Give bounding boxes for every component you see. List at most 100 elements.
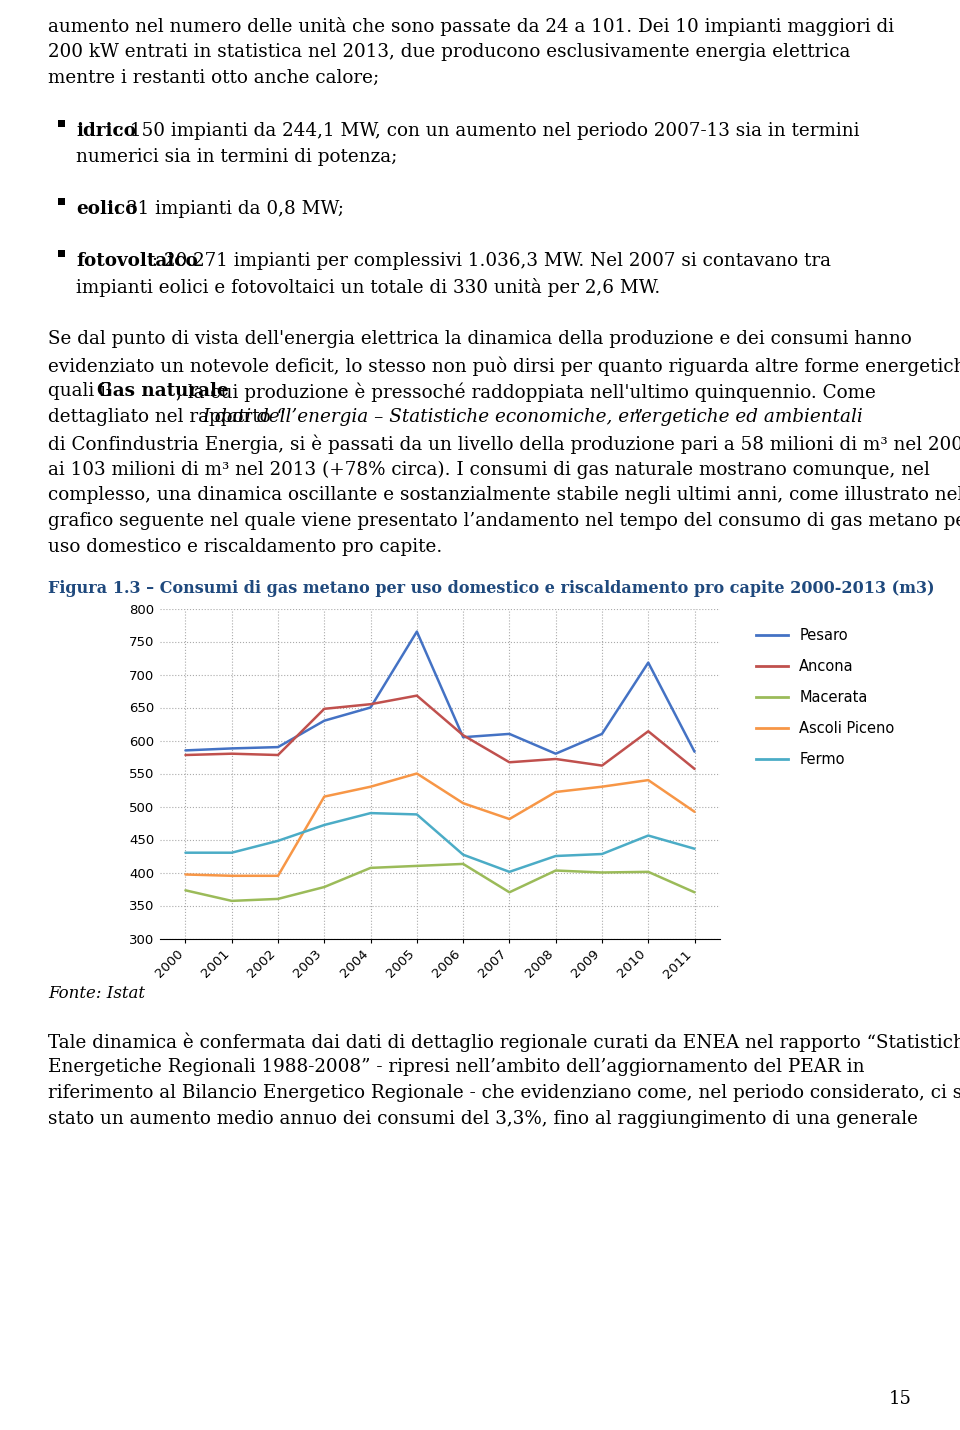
Text: dettagliato nel rapporto “: dettagliato nel rapporto “ — [48, 409, 286, 426]
Macerata — [273, 891, 284, 908]
Text: , la cui produzione è pressoché raddoppiata nell'ultimo quinquennio. Come: , la cui produzione è pressoché raddoppi… — [176, 382, 876, 402]
Fermo — [550, 848, 562, 865]
Pesaro — [180, 742, 191, 759]
Text: complesso, una dinamica oscillante e sostanzialmente stabile negli ultimi anni, : complesso, una dinamica oscillante e sos… — [48, 486, 960, 505]
Text: evidenziato un notevole deficit, lo stesso non può dirsi per quanto riguarda alt: evidenziato un notevole deficit, lo stes… — [48, 356, 960, 376]
Text: Gas naturale: Gas naturale — [97, 382, 228, 400]
Pesaro — [226, 739, 237, 756]
Fermo — [504, 864, 516, 881]
Text: di Confindustria Energia, si è passati da un livello della produzione pari a 58 : di Confindustria Energia, si è passati d… — [48, 435, 960, 453]
Fermo — [596, 845, 608, 862]
Pesaro — [319, 712, 330, 729]
Text: Tale dinamica è confermata dai dati di dettaglio regionale curati da ENEA nel ra: Tale dinamica è confermata dai dati di d… — [48, 1032, 960, 1051]
Macerata — [596, 864, 608, 881]
Ascoli Piceno — [688, 804, 700, 821]
Text: ”: ” — [634, 409, 643, 426]
Pesaro — [273, 738, 284, 755]
Text: : 20.271 impianti per complessivi 1.036,3 MW. Nel 2007 si contavano tra: : 20.271 impianti per complessivi 1.036,… — [152, 252, 831, 270]
Line: Macerata: Macerata — [185, 864, 694, 901]
Ascoli Piceno — [504, 811, 516, 828]
Ascoli Piceno — [457, 795, 468, 812]
Ancona — [365, 695, 376, 712]
Fermo — [411, 807, 422, 824]
Text: quali il: quali il — [48, 382, 118, 400]
Bar — [58, 120, 65, 127]
Text: Energetiche Regionali 1988-2008” - ripresi nell’ambito dell’aggiornamento del PE: Energetiche Regionali 1988-2008” - ripre… — [48, 1058, 865, 1077]
Fermo — [642, 827, 654, 844]
Pesaro — [365, 699, 376, 716]
Text: Figura 1.3 – Consumi di gas metano per uso domestico e riscaldamento pro capite : Figura 1.3 – Consumi di gas metano per u… — [48, 581, 934, 596]
Ascoli Piceno — [226, 867, 237, 884]
Text: riferimento al Bilancio Energetico Regionale - che evidenziano come, nel periodo: riferimento al Bilancio Energetico Regio… — [48, 1084, 960, 1103]
Text: Se dal punto di vista dell'energia elettrica la dinamica della produzione e dei : Se dal punto di vista dell'energia elett… — [48, 330, 912, 349]
Macerata — [411, 858, 422, 875]
Text: grafico seguente nel quale viene presentato l’andamento nel tempo del consumo di: grafico seguente nel quale viene present… — [48, 512, 960, 531]
Ancona — [411, 686, 422, 704]
Fermo — [273, 832, 284, 849]
Fermo — [226, 844, 237, 861]
Macerata — [504, 884, 516, 901]
Macerata — [365, 859, 376, 877]
Pesaro — [596, 725, 608, 742]
Text: 200 kW entrati in statistica nel 2013, due producono esclusivamente energia elet: 200 kW entrati in statistica nel 2013, d… — [48, 43, 851, 61]
Fermo — [319, 817, 330, 834]
Text: stato un aumento medio annuo dei consumi del 3,3%, fino al raggiungimento di una: stato un aumento medio annuo dei consumi… — [48, 1110, 918, 1128]
Macerata — [457, 855, 468, 872]
Bar — [58, 199, 65, 206]
Text: fotovoltaico: fotovoltaico — [76, 252, 198, 270]
Macerata — [319, 878, 330, 895]
Text: : 150 impianti da 244,1 MW, con un aumento nel periodo 2007-13 sia in termini: : 150 impianti da 244,1 MW, con un aumen… — [118, 123, 859, 140]
Text: idrico: idrico — [76, 123, 136, 140]
Ascoli Piceno — [365, 778, 376, 795]
Ascoli Piceno — [411, 765, 422, 782]
Ascoli Piceno — [596, 778, 608, 795]
Ancona — [642, 722, 654, 739]
Fermo — [365, 805, 376, 822]
Ancona — [457, 726, 468, 744]
Text: mentre i restanti otto anche calore;: mentre i restanti otto anche calore; — [48, 69, 379, 87]
Text: numerici sia in termini di potenza;: numerici sia in termini di potenza; — [76, 149, 397, 166]
Ancona — [273, 746, 284, 764]
Macerata — [688, 884, 700, 901]
Line: Ancona: Ancona — [185, 695, 694, 769]
Ancona — [504, 754, 516, 771]
Text: I dati dell’energia – Statistiche economiche, energetiche ed ambientali: I dati dell’energia – Statistiche econom… — [202, 409, 863, 426]
Ancona — [180, 746, 191, 764]
Ancona — [319, 701, 330, 718]
Text: eolico: eolico — [76, 200, 137, 219]
Text: Fonte: Istat: Fonte: Istat — [48, 985, 145, 1002]
Ancona — [226, 745, 237, 762]
Ancona — [596, 756, 608, 774]
Fermo — [457, 847, 468, 864]
Ascoli Piceno — [273, 867, 284, 884]
Pesaro — [504, 725, 516, 742]
Bar — [58, 250, 65, 257]
Ascoli Piceno — [550, 784, 562, 801]
Line: Pesaro: Pesaro — [185, 632, 694, 754]
Fermo — [688, 841, 700, 858]
Fermo — [180, 844, 191, 861]
Pesaro — [457, 729, 468, 746]
Line: Ascoli Piceno: Ascoli Piceno — [185, 774, 694, 875]
Line: Fermo: Fermo — [185, 814, 694, 872]
Text: 15: 15 — [889, 1390, 912, 1409]
Ascoli Piceno — [642, 772, 654, 789]
Pesaro — [550, 745, 562, 762]
Text: aumento nel numero delle unità che sono passate da 24 a 101. Dei 10 impianti mag: aumento nel numero delle unità che sono … — [48, 17, 894, 36]
Pesaro — [642, 654, 654, 671]
Pesaro — [411, 623, 422, 641]
Text: : 31 impianti da 0,8 MW;: : 31 impianti da 0,8 MW; — [114, 200, 344, 219]
Ascoli Piceno — [319, 788, 330, 805]
Text: uso domestico e riscaldamento pro capite.: uso domestico e riscaldamento pro capite… — [48, 538, 443, 556]
Pesaro — [688, 744, 700, 761]
Macerata — [180, 882, 191, 899]
Ancona — [688, 761, 700, 778]
Text: ai 103 milioni di m³ nel 2013 (+78% circa). I consumi di gas naturale mostrano c: ai 103 milioni di m³ nel 2013 (+78% circ… — [48, 460, 930, 479]
Macerata — [642, 864, 654, 881]
Macerata — [550, 862, 562, 879]
Ascoli Piceno — [180, 867, 191, 884]
Ancona — [550, 751, 562, 768]
Text: impianti eolici e fotovoltaici un totale di 330 unità per 2,6 MW.: impianti eolici e fotovoltaici un totale… — [76, 279, 660, 297]
Legend: Pesaro, Ancona, Macerata, Ascoli Piceno, Fermo: Pesaro, Ancona, Macerata, Ascoli Piceno,… — [750, 622, 900, 774]
Macerata — [226, 892, 237, 909]
